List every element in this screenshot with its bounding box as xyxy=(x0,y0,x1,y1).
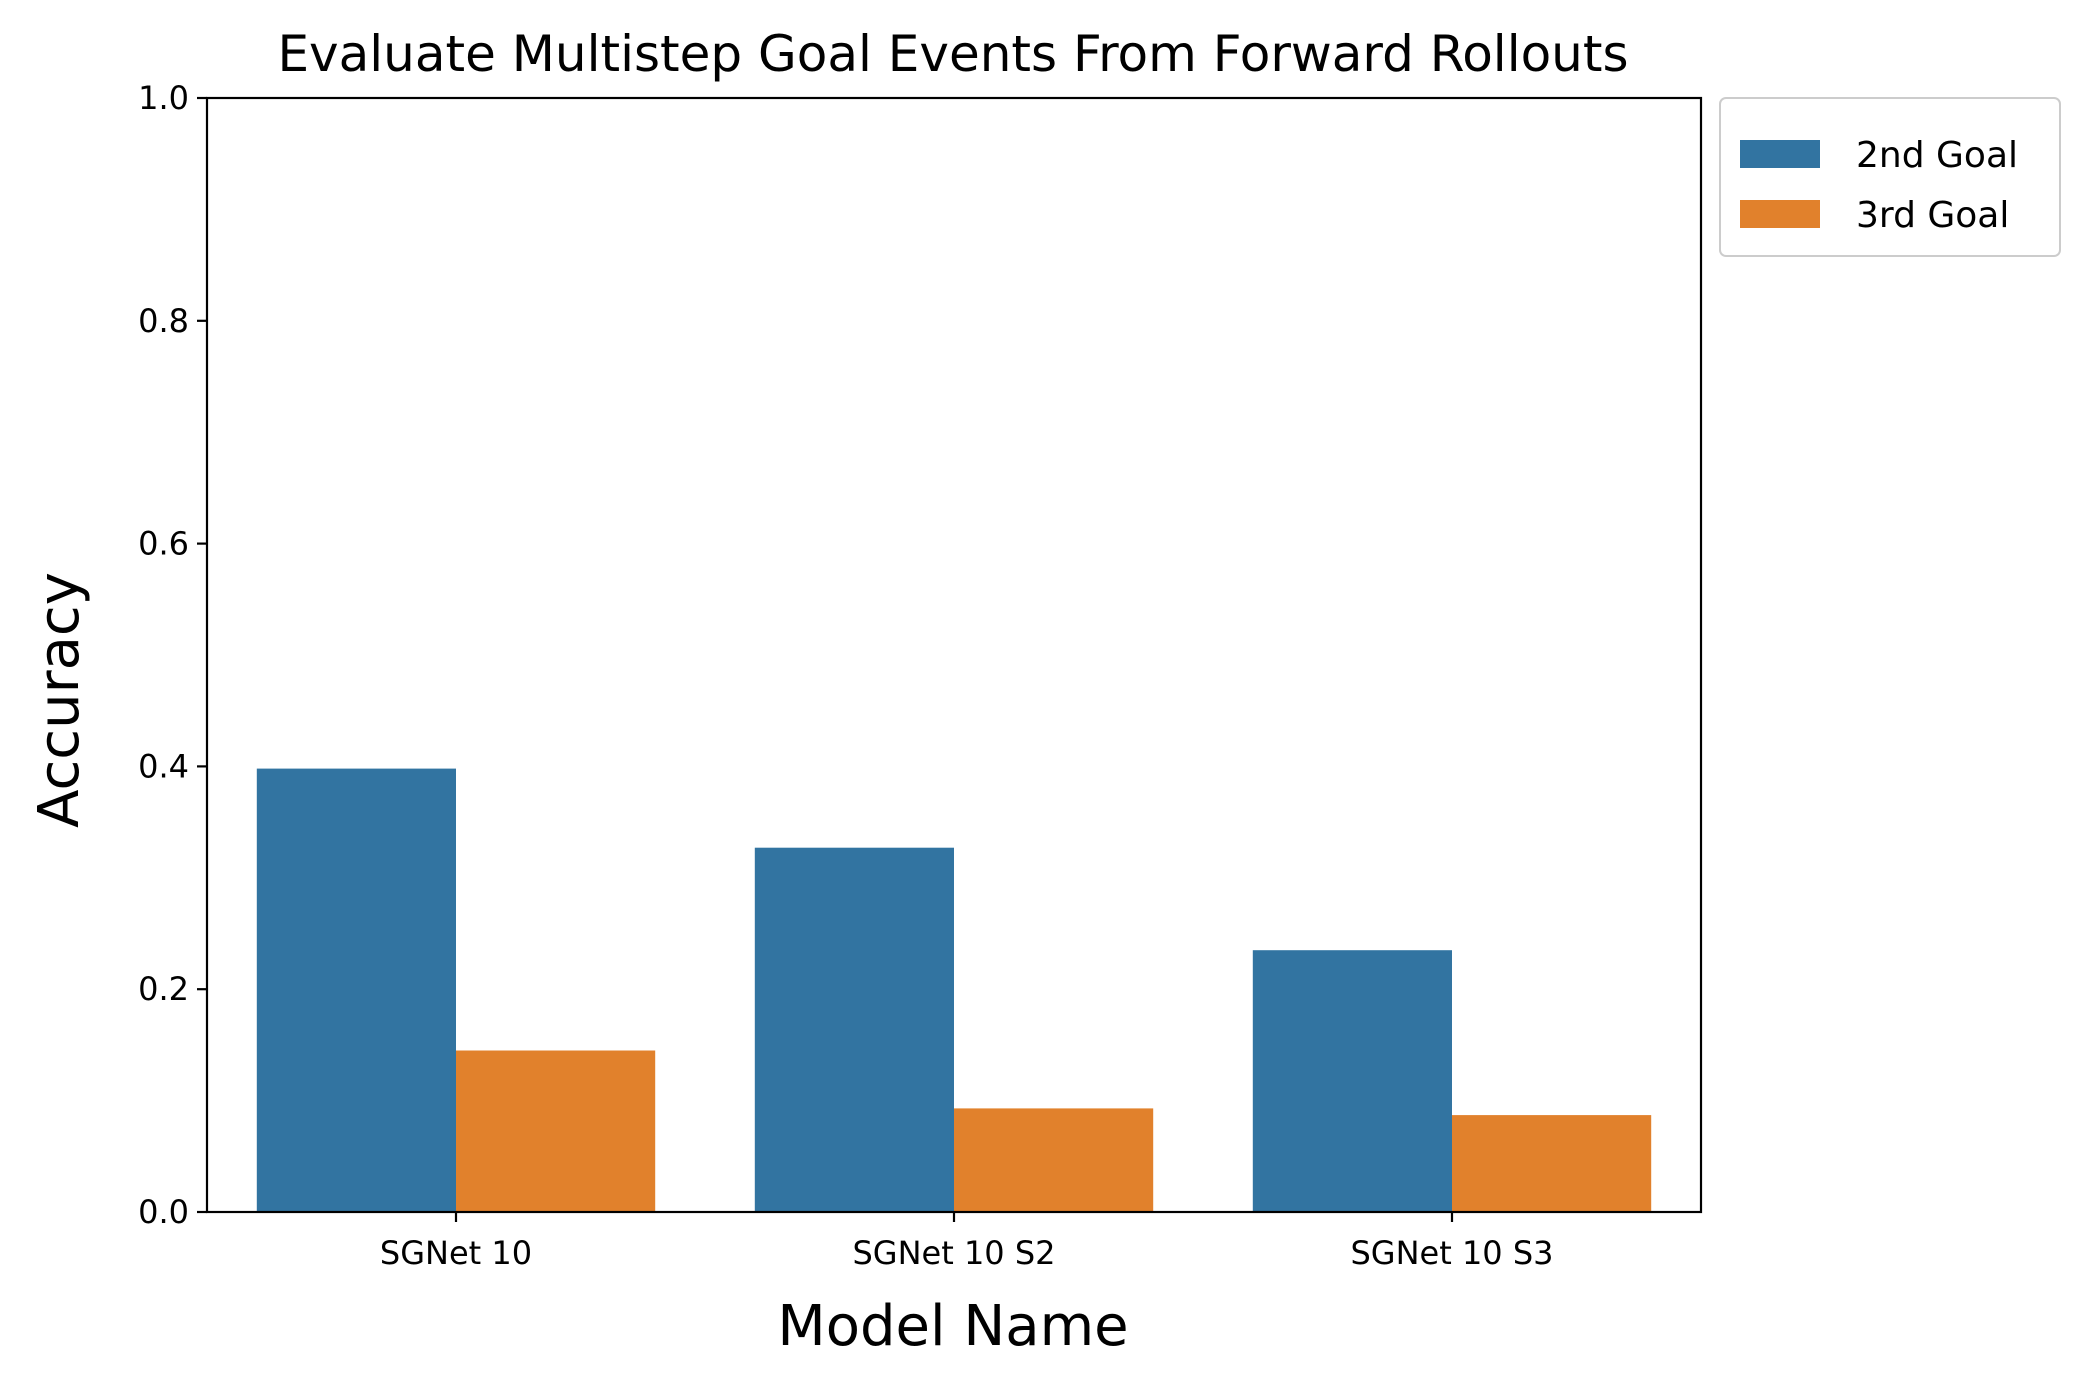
x-tick-label: SGNet 10 xyxy=(380,1234,532,1272)
y-tick-label: 1.0 xyxy=(138,79,189,117)
bar-2-3 xyxy=(1452,1115,1652,1212)
bar-2-2 xyxy=(954,1108,1154,1212)
axes: 0.0 0.2 0.4 0.6 0.8 1.0 SGNet 10 SGNet 10 S2 SGN… xyxy=(138,79,1703,1272)
x-tick-label: SGNet 10 S3 xyxy=(1350,1234,1553,1272)
bar-2-1 xyxy=(456,1050,656,1212)
y-tick-label: 0.8 xyxy=(138,302,189,340)
legend-swatch xyxy=(1740,140,1820,168)
x-tick-label: SGNet 10 S2 xyxy=(852,1234,1055,1272)
plot-area xyxy=(256,768,1652,1212)
bar-1-1 xyxy=(256,768,456,1212)
x-axis-label: Model Name xyxy=(777,1294,1128,1359)
y-tick-label: 0.2 xyxy=(138,970,189,1008)
legend: 2nd Goal 3rd Goal xyxy=(1719,97,2061,257)
legend-label: 3rd Goal xyxy=(1856,195,2009,236)
chart-title: Evaluate Multistep Goal Events From Forw… xyxy=(277,25,1628,83)
y-tick-label: 0.6 xyxy=(138,525,189,563)
bar-1-3 xyxy=(1252,950,1452,1212)
legend-label: 2nd Goal xyxy=(1856,135,2018,176)
y-axis-label: Accuracy xyxy=(27,572,92,828)
legend-swatch xyxy=(1740,200,1820,228)
y-tick-label: 0.0 xyxy=(138,1193,189,1231)
y-tick-label: 0.4 xyxy=(138,747,189,785)
bar-1-2 xyxy=(754,847,954,1212)
